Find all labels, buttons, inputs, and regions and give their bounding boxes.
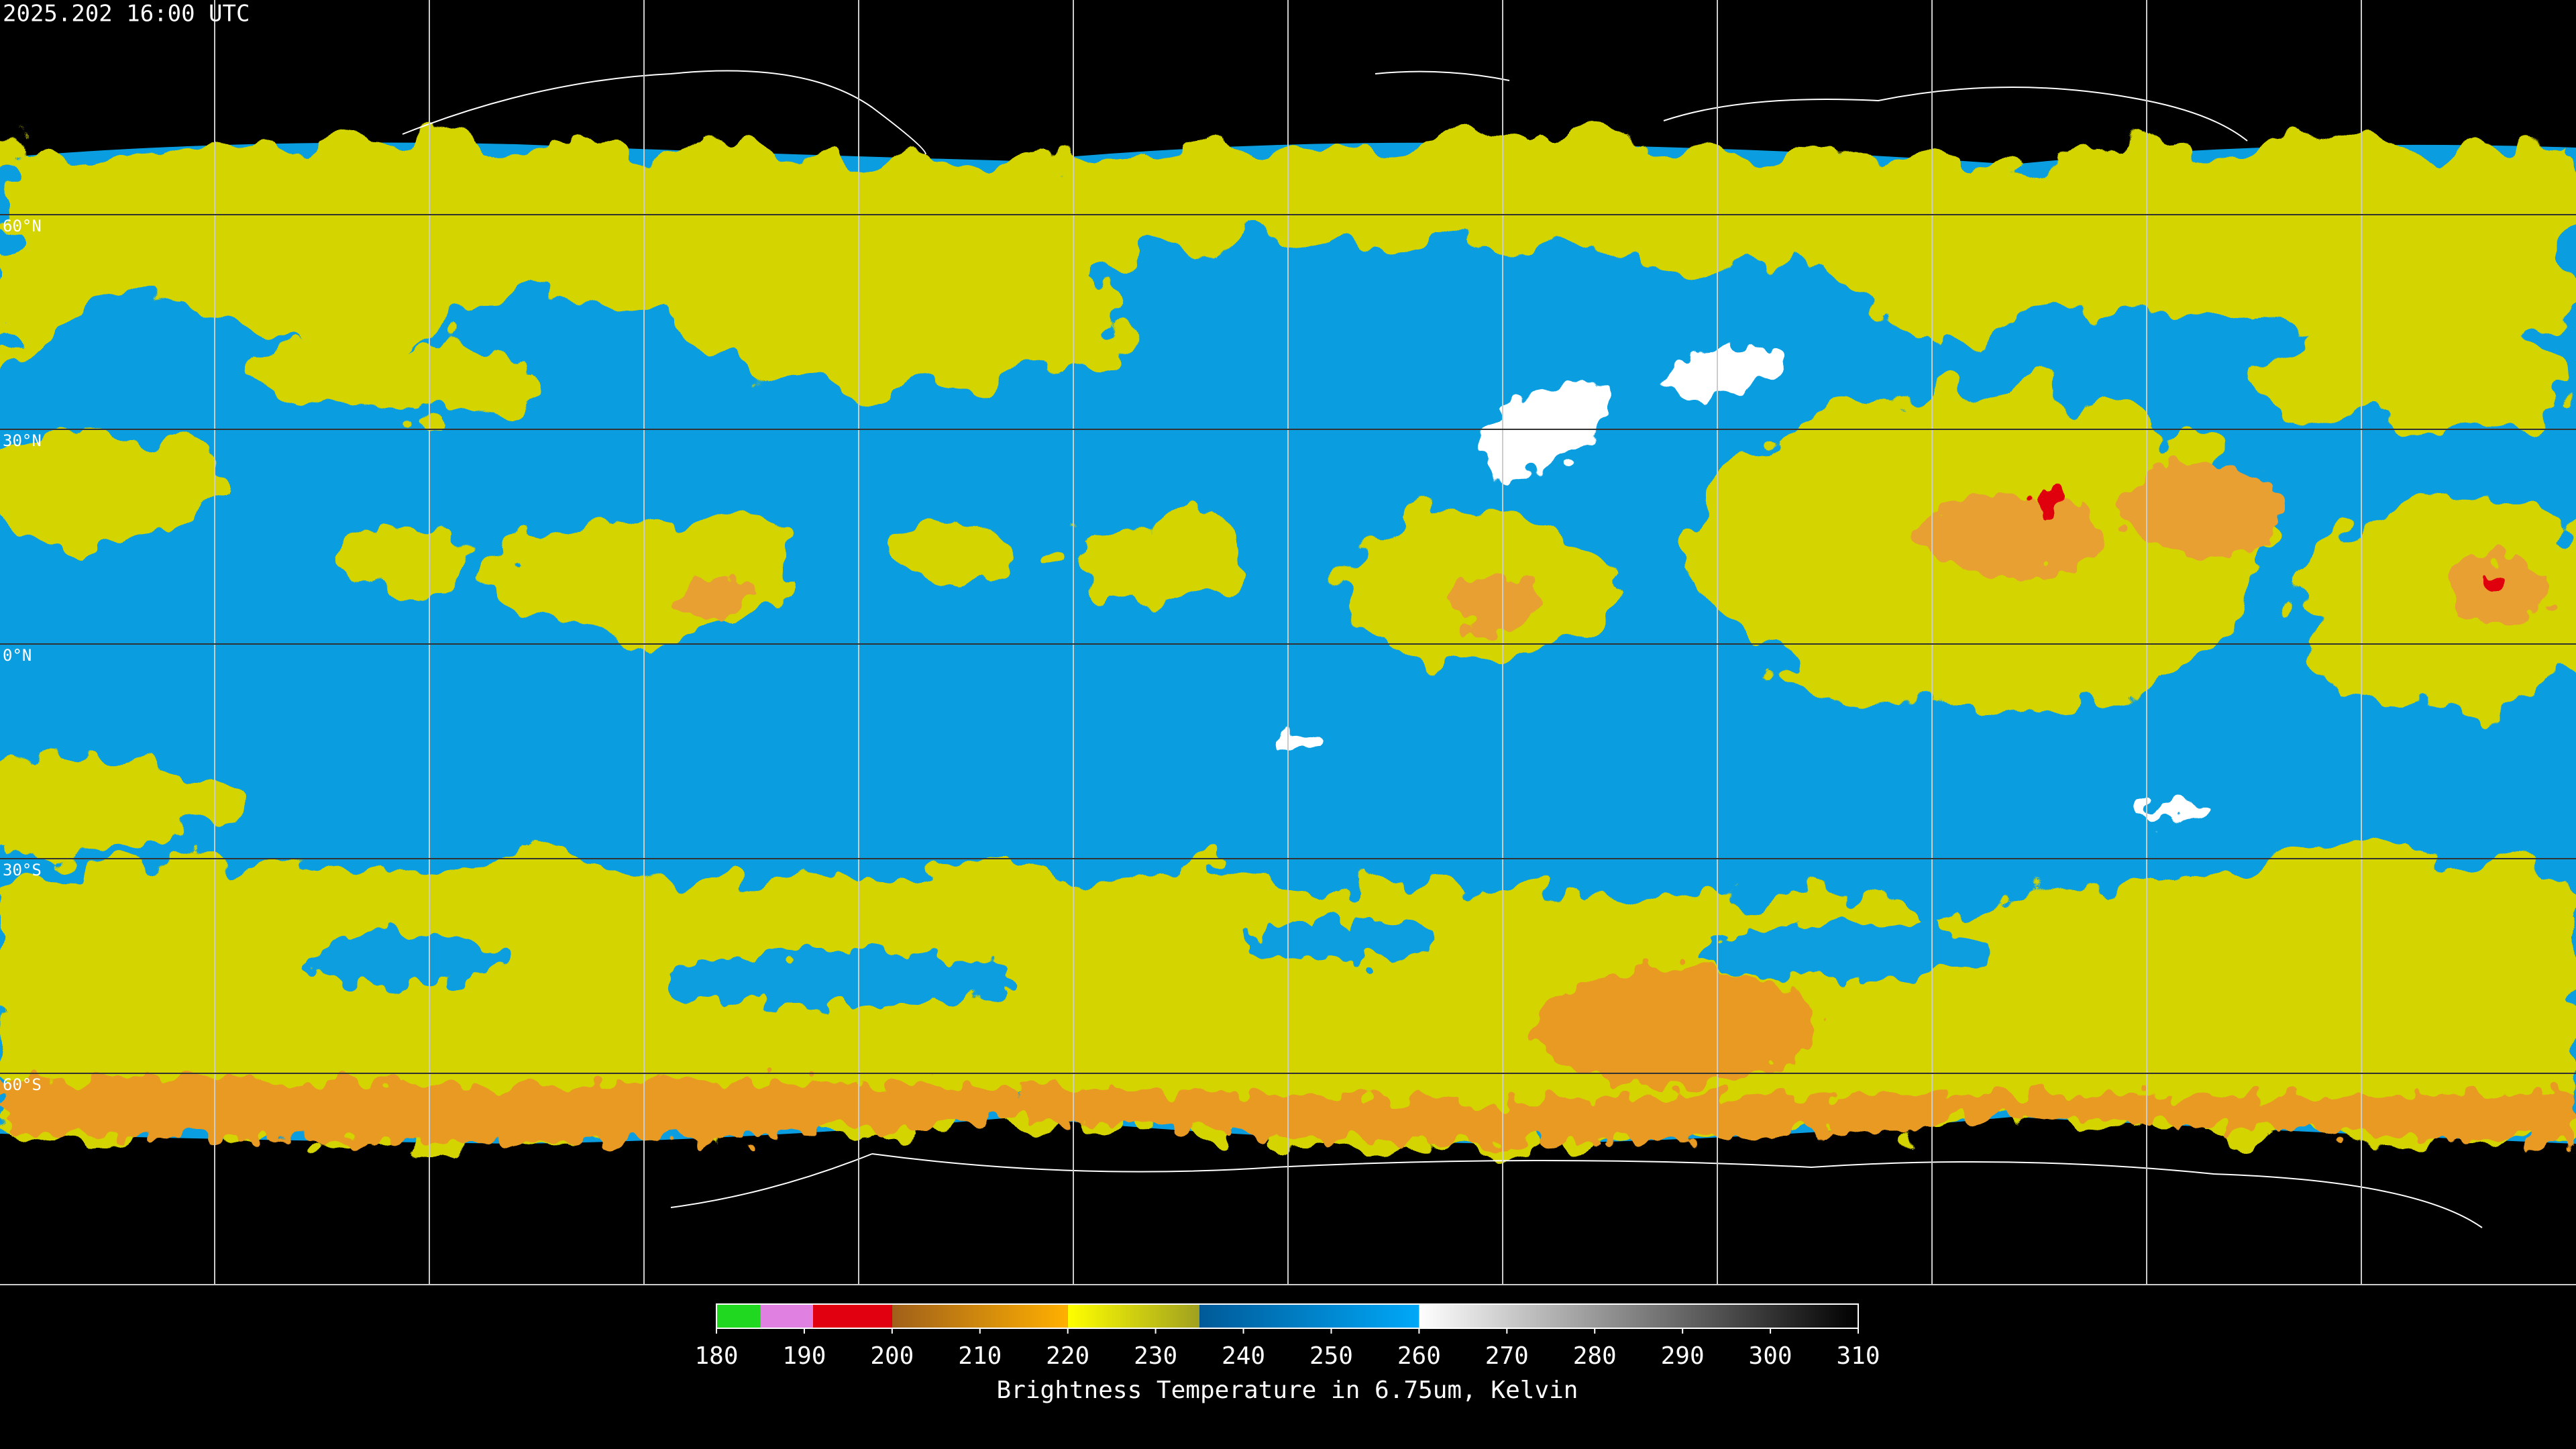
cloud <box>684 241 1127 389</box>
latitude-label: 30°N <box>3 431 42 450</box>
convection <box>2442 557 2549 624</box>
colorbar-tick-label: 200 <box>870 1342 914 1370</box>
colorbar: 180 190 200 210 220 230 240 250 260 270 280 290 300 3… <box>694 1303 1880 1370</box>
cloud <box>335 523 470 590</box>
dry-patch <box>2137 801 2210 822</box>
colorbar-segment <box>1199 1304 1419 1328</box>
convection-core <box>2486 571 2505 590</box>
colorbar-segment <box>813 1304 892 1328</box>
colorbar-label: Brightness Temperature in 6.75um, Kelvin <box>997 1377 1578 1404</box>
cloud <box>1060 517 1248 597</box>
colorbar-tick-label: 280 <box>1573 1342 1617 1370</box>
cloud <box>255 335 550 416</box>
latitude-label: 60°S <box>3 1075 42 1094</box>
convection-core <box>2037 486 2061 510</box>
dry-patch <box>1278 735 1325 748</box>
clear-patch <box>1697 926 1992 979</box>
cloud <box>0 758 241 852</box>
convection <box>2120 463 2281 557</box>
coastline <box>1663 87 2248 142</box>
latitude-label: 0°N <box>3 646 32 665</box>
colorbar-tick-label: 270 <box>1485 1342 1529 1370</box>
colorbar-tick-label: 220 <box>1046 1342 1089 1370</box>
warm-layer <box>1536 966 1818 1087</box>
cloud <box>2294 496 2576 711</box>
colorbar-segment <box>760 1304 814 1328</box>
cloud <box>0 423 215 543</box>
colorbar-tick-label: 190 <box>782 1342 826 1370</box>
colorbar-tick-label: 210 <box>958 1342 1002 1370</box>
colorbar-tick-label: 230 <box>1134 1342 1177 1370</box>
graticule: 60°N 30°N 0°N 30°S 60°S <box>0 0 2576 1285</box>
clear-patch <box>664 953 1013 1006</box>
clear-patch <box>302 932 503 986</box>
colorbar-segment <box>1067 1304 1200 1328</box>
cloud <box>2254 322 2576 429</box>
colorbar-tick-label: 300 <box>1749 1342 1792 1370</box>
clear-patch <box>1248 919 1436 959</box>
colorbar-segment <box>892 1304 1068 1328</box>
colorbar-tick-label: 260 <box>1397 1342 1441 1370</box>
colorbar-tick-label: 180 <box>694 1342 738 1370</box>
timestamp: 2025.202 16:00 UTC <box>3 1 250 28</box>
colorbar-tick-label: 240 <box>1222 1342 1265 1370</box>
colorbar-tick-label: 290 <box>1661 1342 1705 1370</box>
coastlines <box>402 70 2483 1228</box>
convection <box>1449 577 1543 631</box>
convection <box>1919 496 2106 577</box>
colorbar-segment <box>1419 1304 1858 1328</box>
cloud <box>892 530 1013 584</box>
colorbar-frame <box>716 1303 1859 1329</box>
coastline <box>670 1153 2483 1228</box>
latitude-label: 30°S <box>3 861 42 879</box>
colorbar-segment <box>716 1304 761 1328</box>
convection <box>671 577 751 617</box>
coastline <box>1375 70 1510 81</box>
coastline <box>402 70 926 155</box>
latitude-label: 60°N <box>3 217 42 235</box>
colorbar-tick-label: 310 <box>1836 1342 1880 1370</box>
colorbar-tick-label: 250 <box>1309 1342 1353 1370</box>
